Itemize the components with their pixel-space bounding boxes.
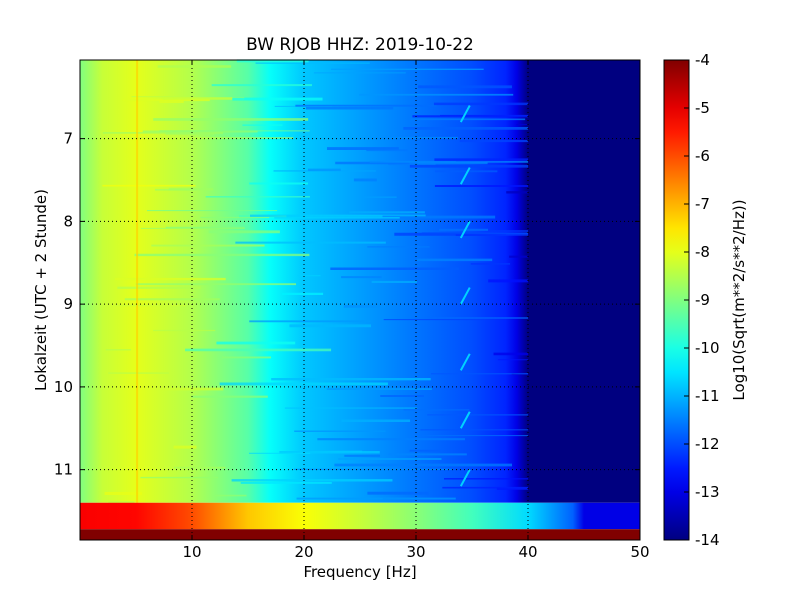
colorbar-ticks: -4 -5 -6 -7 -8 -9 -10 -11 -12 -13 -14 — [684, 51, 720, 549]
colorbar-label: Log10(Sqrt(m**2/s**2/Hz)) — [730, 199, 748, 400]
heatmap-feature — [459, 287, 471, 305]
colorbar-tick-label: -7 — [695, 195, 710, 213]
x-tick-label: 20 — [294, 543, 313, 561]
grid-lines — [80, 60, 640, 540]
y-axis-label: Lokalzeit (UTC + 2 Stunde) — [32, 189, 50, 391]
heatmap-main-band — [80, 60, 640, 503]
x-axis: 10 20 30 40 50 — [182, 60, 650, 561]
heatmap-feature — [459, 353, 471, 371]
colorbar-tick-label: -12 — [695, 435, 720, 453]
y-tick-label: 9 — [63, 295, 73, 313]
heatmap-noise-band — [80, 502, 640, 530]
colorbar-tick-label: -13 — [695, 483, 720, 501]
colorbar-tick-label: -6 — [695, 147, 710, 165]
y-tick-label: 8 — [63, 212, 73, 230]
colorbar-tick-label: -4 — [695, 51, 710, 69]
colorbar-tick-label: -11 — [695, 387, 720, 405]
x-tick-label: 40 — [518, 543, 537, 561]
y-tick-label: 11 — [54, 461, 73, 479]
y-tick-label: 10 — [54, 378, 73, 396]
y-axis: 7 8 9 10 11 — [54, 130, 640, 479]
x-axis-label: Frequency [Hz] — [303, 563, 416, 581]
x-tick-label: 30 — [406, 543, 425, 561]
heatmap-feature — [459, 105, 471, 123]
plot-area — [80, 59, 640, 540]
heatmap-feature — [459, 411, 471, 429]
colorbar-tick-label: -8 — [695, 243, 710, 261]
x-tick-label: 10 — [182, 543, 201, 561]
chart-title: BW RJOB HHZ: 2019-10-22 — [246, 35, 474, 55]
colorbar-tick-label: -5 — [695, 99, 710, 117]
heatmap-feature — [459, 220, 471, 239]
heatmap-feature — [459, 167, 471, 185]
x-tick-label: 50 — [630, 543, 649, 561]
colorbar-tick-label: -10 — [695, 339, 720, 357]
heatmap-feature — [459, 469, 471, 487]
y-tick-label: 7 — [63, 130, 73, 148]
colorbar-tick-label: -14 — [695, 531, 720, 549]
heatmap-saturated-band — [80, 529, 640, 540]
colorbar-tick-label: -9 — [695, 291, 710, 309]
plot-frame — [79, 59, 641, 541]
heatmap-texture — [102, 59, 528, 504]
